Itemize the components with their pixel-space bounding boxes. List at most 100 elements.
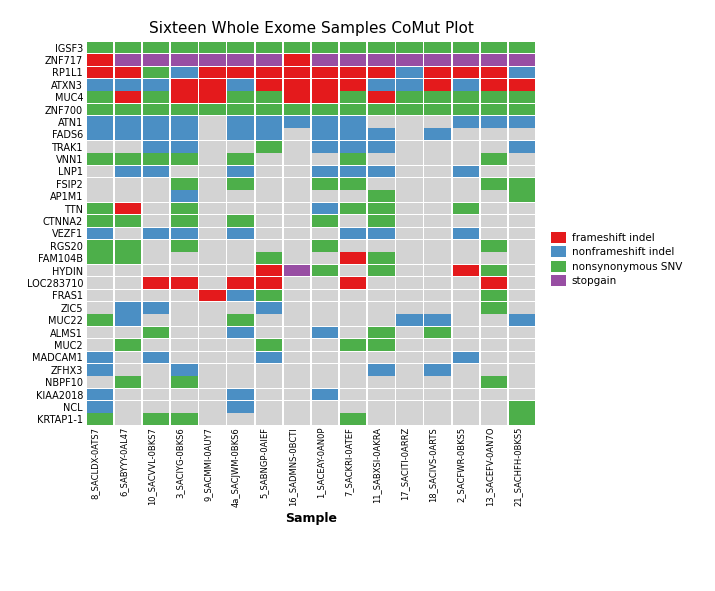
Bar [480, 327, 507, 339]
Bar [115, 165, 142, 177]
Bar [312, 103, 338, 115]
Bar [171, 116, 197, 128]
Bar [255, 79, 282, 90]
Bar [255, 302, 282, 314]
Bar [453, 92, 479, 103]
Bar [509, 153, 536, 165]
Bar [255, 153, 282, 165]
Bar [115, 128, 142, 140]
Bar [171, 401, 197, 413]
Bar [227, 67, 254, 78]
Bar [509, 190, 536, 202]
Bar [425, 128, 451, 140]
Bar [425, 327, 451, 339]
Bar [284, 203, 310, 215]
Bar [368, 389, 395, 400]
Bar [87, 141, 113, 152]
Bar [171, 79, 197, 90]
Bar [199, 103, 226, 115]
Bar [115, 252, 142, 264]
Bar [480, 401, 507, 413]
Bar [227, 42, 254, 53]
Bar [227, 314, 254, 326]
Bar [480, 265, 507, 277]
Bar [368, 240, 395, 252]
Bar [143, 67, 169, 78]
Bar [453, 314, 479, 326]
Bar [199, 352, 226, 363]
Bar [227, 165, 254, 177]
Bar [199, 79, 226, 90]
Bar [453, 302, 479, 314]
Bar [480, 240, 507, 252]
Bar [171, 141, 197, 152]
Bar [312, 103, 338, 115]
Bar [340, 339, 367, 351]
Bar [368, 339, 395, 351]
Bar [368, 277, 395, 289]
Bar [171, 339, 197, 351]
Bar [480, 79, 507, 90]
Bar [199, 128, 226, 140]
Bar [509, 203, 536, 215]
Bar [171, 103, 197, 115]
Bar [312, 240, 338, 252]
Bar [396, 141, 423, 152]
Bar [480, 277, 507, 289]
Bar [480, 165, 507, 177]
Bar [509, 302, 536, 314]
Bar [509, 352, 536, 363]
Bar [227, 228, 254, 239]
Bar [312, 178, 338, 190]
Bar [509, 103, 536, 115]
Bar [87, 128, 113, 140]
Bar [312, 252, 338, 264]
Bar [425, 339, 451, 351]
Bar [312, 215, 338, 227]
Bar [340, 141, 367, 152]
Bar [340, 240, 367, 252]
Bar [115, 165, 142, 177]
Bar [340, 128, 367, 140]
Bar [227, 414, 254, 425]
Bar [199, 252, 226, 264]
Bar [255, 103, 282, 115]
Bar [340, 141, 367, 152]
Bar [368, 141, 395, 152]
Bar [509, 141, 536, 152]
Bar [340, 252, 367, 264]
Bar [480, 92, 507, 103]
Bar [171, 265, 197, 277]
Bar [87, 364, 113, 376]
Bar [509, 141, 536, 152]
Bar [509, 92, 536, 103]
Bar [480, 364, 507, 376]
Bar [396, 240, 423, 252]
Bar [143, 42, 169, 53]
Bar [453, 128, 479, 140]
Bar [340, 79, 367, 90]
Bar [312, 116, 338, 128]
Bar [284, 414, 310, 425]
Bar [199, 228, 226, 239]
Bar [255, 178, 282, 190]
Bar [509, 240, 536, 252]
Bar [143, 339, 169, 351]
Bar [143, 92, 169, 103]
Bar [453, 67, 479, 78]
Bar [171, 190, 197, 202]
Bar [284, 42, 310, 53]
Bar [255, 364, 282, 376]
Bar [171, 376, 197, 388]
Bar [368, 364, 395, 376]
Bar [115, 252, 142, 264]
Bar [425, 54, 451, 66]
Bar [143, 79, 169, 90]
Bar [255, 252, 282, 264]
Bar [480, 153, 507, 165]
Bar [509, 290, 536, 301]
Bar [509, 42, 536, 53]
Bar [255, 116, 282, 128]
Bar [509, 42, 536, 53]
Bar [368, 228, 395, 239]
